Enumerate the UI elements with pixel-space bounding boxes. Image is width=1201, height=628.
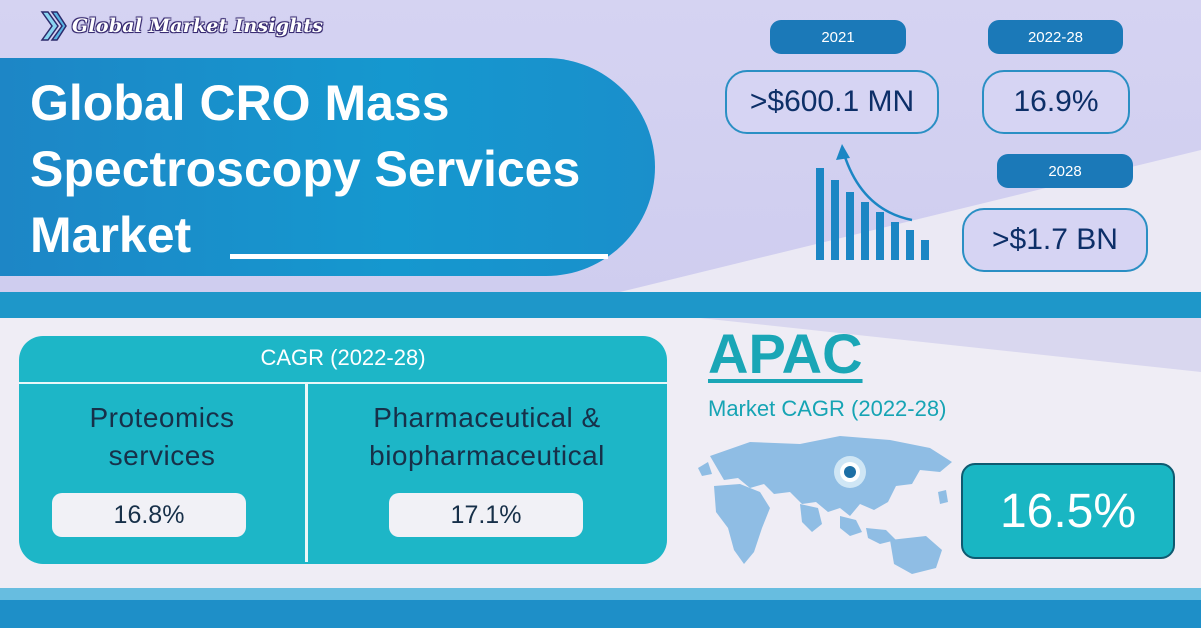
region-title: APAC <box>708 322 863 385</box>
region-subtitle: Market CAGR (2022-28) <box>708 396 947 421</box>
segment-2-label-line1: Pharmaceutical & <box>373 402 601 433</box>
segment-2-label: Pharmaceutical & biopharmaceutical <box>308 399 666 475</box>
value-2028: >$1.7 BN <box>962 208 1148 272</box>
cagr-divider <box>305 384 308 562</box>
segment-2-value: 17.1% <box>389 493 583 537</box>
title-line-3: Market <box>30 207 192 263</box>
title-panel <box>0 58 655 276</box>
location-pin-icon <box>834 456 866 488</box>
segment-1-label: Proteomics services <box>19 399 305 475</box>
title-line-1: Global CRO Mass <box>30 75 450 131</box>
world-map-icon <box>698 436 952 574</box>
cagr-header-rule <box>19 382 667 384</box>
bottom-stripe-light <box>0 588 1201 600</box>
title-underline <box>230 254 608 259</box>
year-2021-pill: 2021 <box>770 20 906 54</box>
title-line-2: Spectroscopy Services <box>30 141 581 197</box>
trend-arrow-icon <box>836 144 913 222</box>
middle-stripe <box>0 292 1201 318</box>
year-2028-pill: 2028 <box>997 154 1133 188</box>
segment-1-label-line2: services <box>108 440 216 471</box>
growth-bars-icon <box>816 144 929 260</box>
bottom-stripe <box>0 600 1201 628</box>
logo-mark-icon <box>40 11 67 41</box>
cagr-panel-header: CAGR (2022-28) <box>260 345 426 370</box>
segment-1-label-line1: Proteomics <box>89 402 235 433</box>
segment-1-value: 16.8% <box>52 493 246 537</box>
value-2021: >$600.1 MN <box>725 70 939 134</box>
segment-2-label-line2: biopharmaceutical <box>369 440 605 471</box>
period-pill: 2022-28 <box>988 20 1123 54</box>
region-cagr-value: 16.5% <box>961 463 1175 559</box>
period-cagr-value: 16.9% <box>982 70 1130 134</box>
brand-logo[interactable]: Global Market Insights <box>38 8 323 44</box>
brand-name: Global Market Insights <box>72 15 324 37</box>
